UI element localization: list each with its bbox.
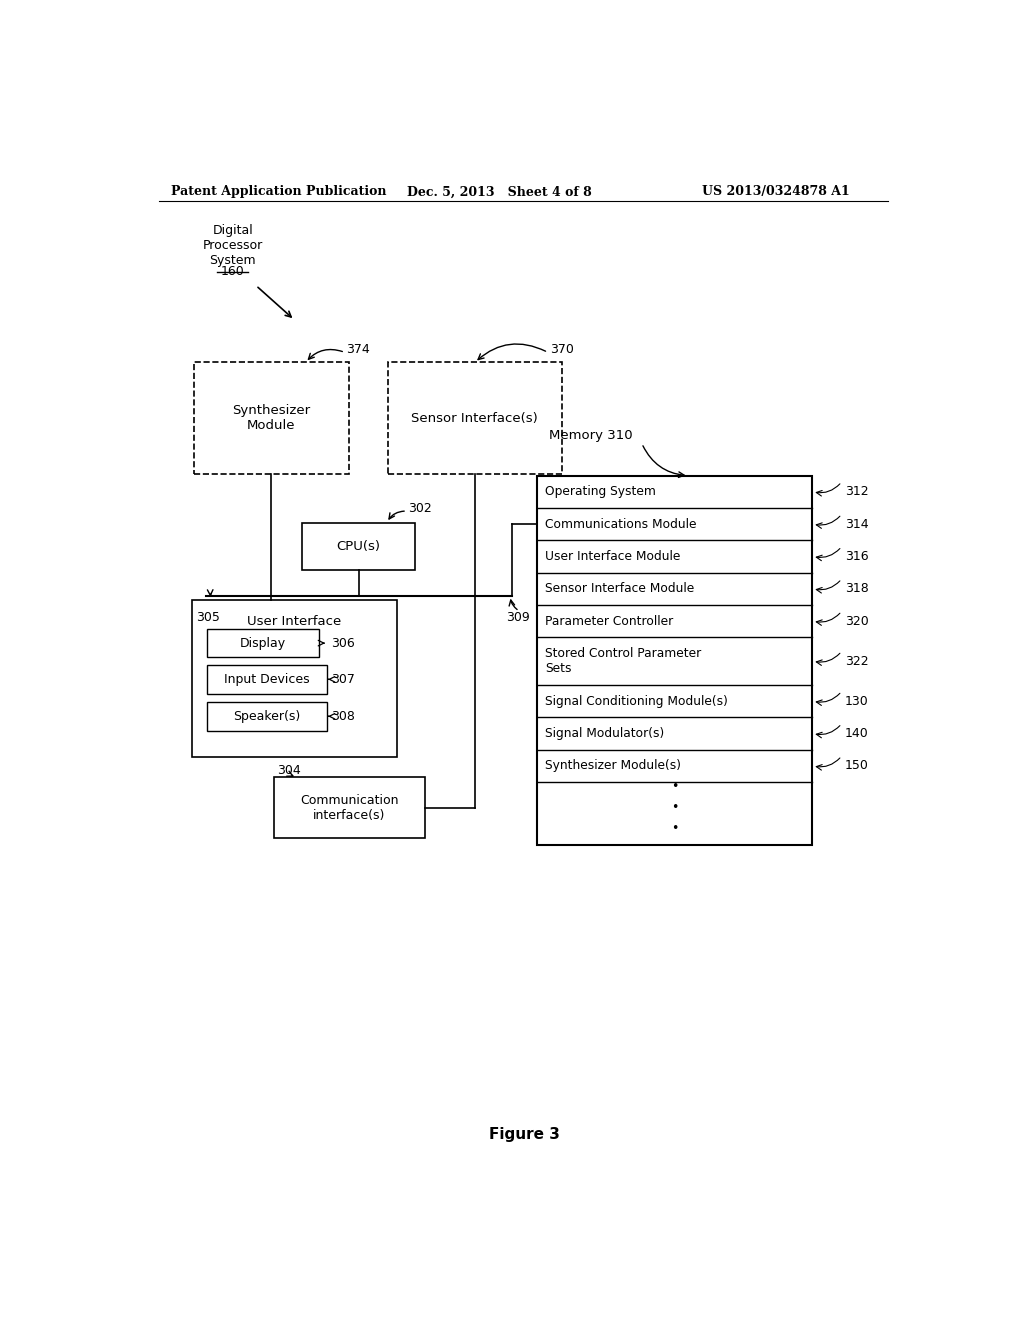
Text: Speaker(s): Speaker(s) (233, 710, 301, 723)
FancyBboxPatch shape (191, 599, 397, 758)
Text: Display: Display (241, 636, 287, 649)
Text: CPU(s): CPU(s) (337, 540, 381, 553)
Text: •
•
•: • • • (671, 780, 679, 836)
Text: 370: 370 (550, 343, 574, 356)
Text: Operating System: Operating System (545, 486, 655, 499)
Text: Communication
interface(s): Communication interface(s) (300, 793, 398, 821)
Text: 309: 309 (506, 611, 530, 624)
Text: 312: 312 (845, 486, 868, 499)
FancyBboxPatch shape (273, 777, 425, 838)
Text: Synthesizer
Module: Synthesizer Module (232, 404, 310, 432)
Text: User Interface: User Interface (247, 615, 341, 628)
Text: Sensor Interface(s): Sensor Interface(s) (412, 412, 539, 425)
Text: 320: 320 (845, 615, 868, 628)
FancyBboxPatch shape (538, 475, 812, 845)
Text: Digital
Processor
System: Digital Processor System (203, 224, 263, 267)
Text: Patent Application Publication: Patent Application Publication (171, 185, 386, 198)
Text: Signal Modulator(s): Signal Modulator(s) (545, 727, 665, 741)
Text: Signal Conditioning Module(s): Signal Conditioning Module(s) (545, 694, 728, 708)
Text: 318: 318 (845, 582, 868, 595)
Text: US 2013/0324878 A1: US 2013/0324878 A1 (701, 185, 849, 198)
Text: Communications Module: Communications Module (545, 517, 696, 531)
Text: 140: 140 (845, 727, 868, 741)
FancyBboxPatch shape (207, 628, 319, 657)
Text: 316: 316 (845, 550, 868, 564)
FancyBboxPatch shape (207, 665, 328, 693)
Text: 150: 150 (845, 759, 868, 772)
Text: Memory 310: Memory 310 (549, 429, 633, 442)
FancyBboxPatch shape (194, 363, 349, 474)
Text: Stored Control Parameter
Sets: Stored Control Parameter Sets (545, 647, 701, 676)
Text: 302: 302 (409, 502, 432, 515)
Text: Synthesizer Module(s): Synthesizer Module(s) (545, 759, 681, 772)
Text: Input Devices: Input Devices (224, 673, 310, 686)
Text: 306: 306 (331, 636, 354, 649)
Text: Sensor Interface Module: Sensor Interface Module (545, 582, 694, 595)
Text: 374: 374 (346, 343, 371, 356)
Text: 305: 305 (197, 611, 220, 624)
FancyBboxPatch shape (302, 523, 415, 570)
Text: 160: 160 (221, 264, 245, 277)
Text: 307: 307 (331, 673, 355, 686)
Text: Parameter Controller: Parameter Controller (545, 615, 673, 628)
Text: 130: 130 (845, 694, 868, 708)
Text: User Interface Module: User Interface Module (545, 550, 680, 564)
FancyBboxPatch shape (388, 363, 562, 474)
Text: Dec. 5, 2013   Sheet 4 of 8: Dec. 5, 2013 Sheet 4 of 8 (407, 185, 592, 198)
Text: 314: 314 (845, 517, 868, 531)
Text: Figure 3: Figure 3 (489, 1127, 560, 1142)
Text: 308: 308 (331, 710, 355, 723)
Text: 322: 322 (845, 655, 868, 668)
FancyBboxPatch shape (207, 702, 328, 730)
Text: 304: 304 (276, 764, 301, 777)
